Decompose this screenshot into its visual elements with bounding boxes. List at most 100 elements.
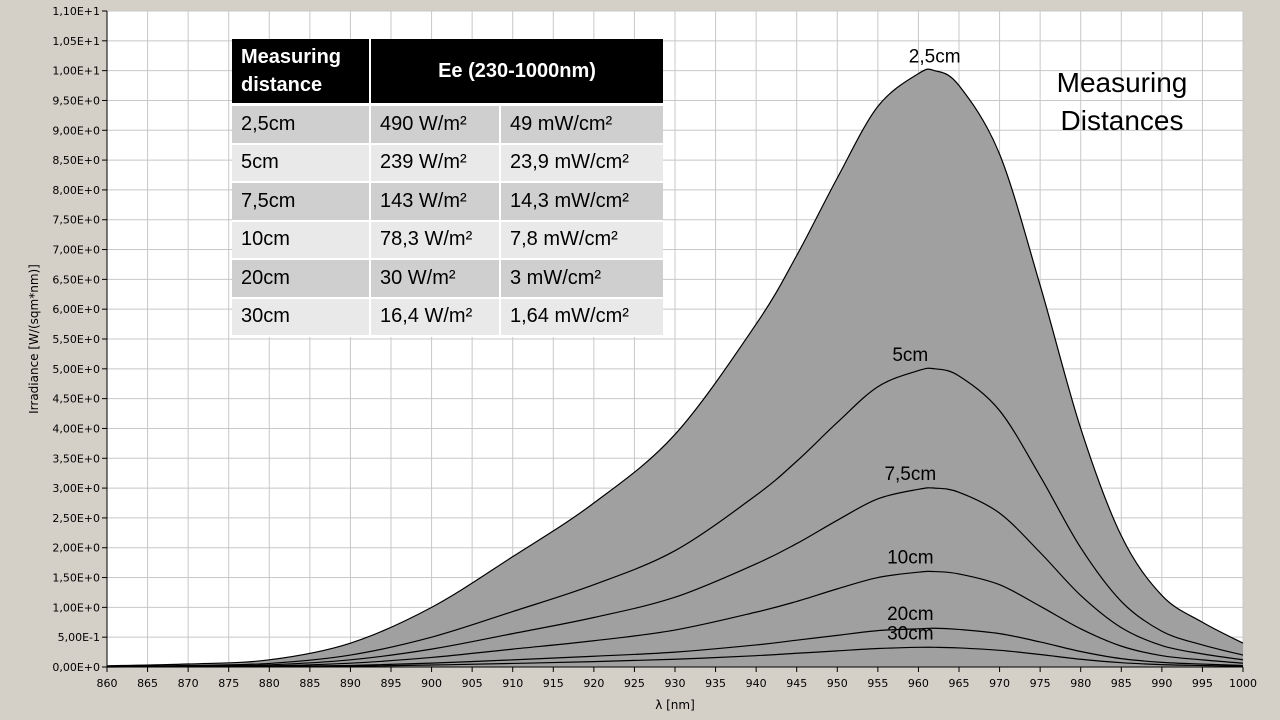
x-tick-label: 980 <box>1070 677 1091 690</box>
area-fill <box>107 69 1243 667</box>
irradiance-table: Measuring distance Ee (230-1000nm) 2,5cm… <box>232 39 663 337</box>
header-measuring-distance: Measuring distance <box>232 39 371 106</box>
table-row: 5cm 239 W/m² 23,9 mW/cm² <box>232 143 663 183</box>
cell-w-per-m2: 143 W/m² <box>370 182 501 222</box>
cell-w-per-m2: 78,3 W/m² <box>370 220 501 260</box>
y-tick-label: 9,50E+0 <box>52 94 100 107</box>
x-tick-label: 935 <box>705 677 726 690</box>
x-tick-label: 925 <box>624 677 645 690</box>
y-tick-label: 3,50E+0 <box>52 452 100 465</box>
x-tick-label: 960 <box>908 677 929 690</box>
y-tick-label: 5,50E+0 <box>52 333 100 346</box>
x-tick-label: 870 <box>178 677 199 690</box>
table-row: 10cm 78,3 W/m² 7,8 mW/cm² <box>232 220 663 260</box>
annotation-line: Measuring <box>1057 67 1188 98</box>
y-axis-title: Irradiance [W/(sqm*nm)] <box>27 264 41 414</box>
x-tick-label: 910 <box>502 677 523 690</box>
x-tick-label: 975 <box>1030 677 1051 690</box>
axes: 860 865 870 875 880 885 890 895 900 905 910 915 920 9… <box>52 5 1257 690</box>
y-tick-label: 7,00E+0 <box>52 244 100 257</box>
x-tick-label: 965 <box>949 677 970 690</box>
x-tick-label: 970 <box>989 677 1010 690</box>
y-tick-label: 9,00E+0 <box>52 124 100 137</box>
cell-distance: 5cm <box>232 143 371 183</box>
x-tick-label: 895 <box>381 677 402 690</box>
x-tick-label: 915 <box>543 677 564 690</box>
header-ee: Ee (230-1000nm) <box>370 39 663 106</box>
series-line-20cm <box>106 627 1244 668</box>
cell-mw-per-cm2: 1,64 mW/cm² <box>500 297 663 337</box>
y-tick-label: 2,00E+0 <box>52 542 100 555</box>
table-row: 2,5cm 490 W/m² 49 mW/cm² <box>232 104 663 145</box>
x-axis-title: λ [nm] <box>655 698 695 712</box>
cell-mw-per-cm2: 14,3 mW/cm² <box>500 182 663 222</box>
cell-distance: 10cm <box>232 220 371 260</box>
x-tick-label: 900 <box>421 677 442 690</box>
y-tick-label: 1,00E+0 <box>52 601 100 614</box>
y-tick-label: 6,50E+0 <box>52 273 100 286</box>
x-tick-label: 940 <box>746 677 767 690</box>
series-line-2,5cm <box>106 68 1244 667</box>
x-tick-label: 890 <box>340 677 361 690</box>
y-tick-label: 0,00E+0 <box>52 661 100 674</box>
curve-label: 10cm <box>887 548 933 569</box>
table-row: 20cm 30 W/m² 3 mW/cm² <box>232 259 663 299</box>
series-lines <box>106 68 1244 668</box>
cell-mw-per-cm2: 7,8 mW/cm² <box>500 220 663 260</box>
y-tick-label: 2,50E+0 <box>52 512 100 525</box>
annotation-line: Distances <box>1061 105 1184 136</box>
cell-distance: 7,5cm <box>232 182 371 222</box>
y-tick-label: 8,00E+0 <box>52 184 100 197</box>
y-tick-label: 1,50E+0 <box>52 572 100 585</box>
cell-w-per-m2: 30 W/m² <box>370 259 501 299</box>
y-tick-label: 8,50E+0 <box>52 154 100 167</box>
x-tick-label: 950 <box>827 677 848 690</box>
series-line-30cm <box>106 646 1244 668</box>
x-tick-label: 885 <box>299 677 320 690</box>
series-line-10cm <box>106 570 1244 668</box>
x-tick-label: 955 <box>867 677 888 690</box>
y-tick-label: 5,00E+0 <box>52 363 100 376</box>
y-tick-label: 1,05E+1 <box>52 35 100 48</box>
y-tick-label: 7,50E+0 <box>52 214 100 227</box>
y-tick-label: 1,10E+1 <box>52 5 100 18</box>
curve-label: 30cm <box>887 623 933 644</box>
y-tick-label: 4,50E+0 <box>52 393 100 406</box>
curve-label: 7,5cm <box>884 464 936 485</box>
x-tick-label: 875 <box>218 677 239 690</box>
table-row: 7,5cm 143 W/m² 14,3 mW/cm² <box>232 182 663 222</box>
cell-w-per-m2: 239 W/m² <box>370 143 501 183</box>
x-tick-label: 1000 <box>1229 677 1257 690</box>
cell-w-per-m2: 490 W/m² <box>370 104 501 145</box>
cell-w-per-m2: 16,4 W/m² <box>370 297 501 337</box>
cell-mw-per-cm2: 49 mW/cm² <box>500 104 663 145</box>
table-row: 30cm 16,4 W/m² 1,64 mW/cm² <box>232 297 663 337</box>
y-tick-label: 3,00E+0 <box>52 482 100 495</box>
series-line-5cm <box>106 367 1244 668</box>
x-tick-label: 990 <box>1151 677 1172 690</box>
y-tick-label: 1,00E+1 <box>52 65 100 78</box>
table-header-row: Measuring distance Ee (230-1000nm) <box>232 39 663 106</box>
cell-distance: 30cm <box>232 297 371 337</box>
y-tick-label: 6,00E+0 <box>52 303 100 316</box>
x-tick-label: 995 <box>1192 677 1213 690</box>
curve-label: 2,5cm <box>909 47 961 68</box>
series-line-7,5cm <box>106 487 1244 668</box>
cell-mw-per-cm2: 3 mW/cm² <box>500 259 663 299</box>
cell-mw-per-cm2: 23,9 mW/cm² <box>500 143 663 183</box>
curve-label: 20cm <box>887 604 933 625</box>
x-tick-label: 985 <box>1111 677 1132 690</box>
y-tick-label: 5,00E-1 <box>58 631 100 644</box>
x-tick-label: 860 <box>97 677 118 690</box>
curve-label: 5cm <box>892 345 928 366</box>
x-tick-label: 905 <box>462 677 483 690</box>
x-tick-label: 865 <box>137 677 158 690</box>
area-series <box>107 69 1243 667</box>
x-tick-label: 880 <box>259 677 280 690</box>
x-tick-label: 920 <box>583 677 604 690</box>
cell-distance: 20cm <box>232 259 371 299</box>
x-tick-label: 945 <box>786 677 807 690</box>
x-tick-label: 930 <box>665 677 686 690</box>
